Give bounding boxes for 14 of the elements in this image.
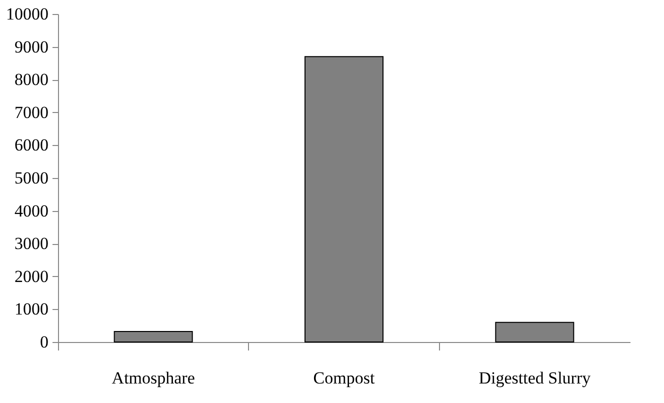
y-tick-label: 1000	[14, 300, 48, 319]
y-tick-label: 7000	[14, 102, 48, 122]
y-tick-label: 5000	[14, 168, 48, 188]
y-tick-label: 10000	[6, 4, 48, 24]
y-tick-label: 3000	[14, 234, 48, 254]
x-tick-label: Compost	[313, 368, 375, 388]
y-tick-label: 0	[40, 332, 48, 352]
x-tick-label: Digestted Slurry	[478, 368, 592, 388]
y-tick-label: 4000	[14, 201, 48, 220]
y-tick-label: 2000	[14, 266, 48, 286]
y-tick-label: 8000	[14, 70, 48, 90]
y-tick-label: 9000	[14, 37, 48, 56]
x-tick-label: Atmosphare	[112, 368, 195, 388]
y-tick-label: 6000	[14, 136, 48, 155]
